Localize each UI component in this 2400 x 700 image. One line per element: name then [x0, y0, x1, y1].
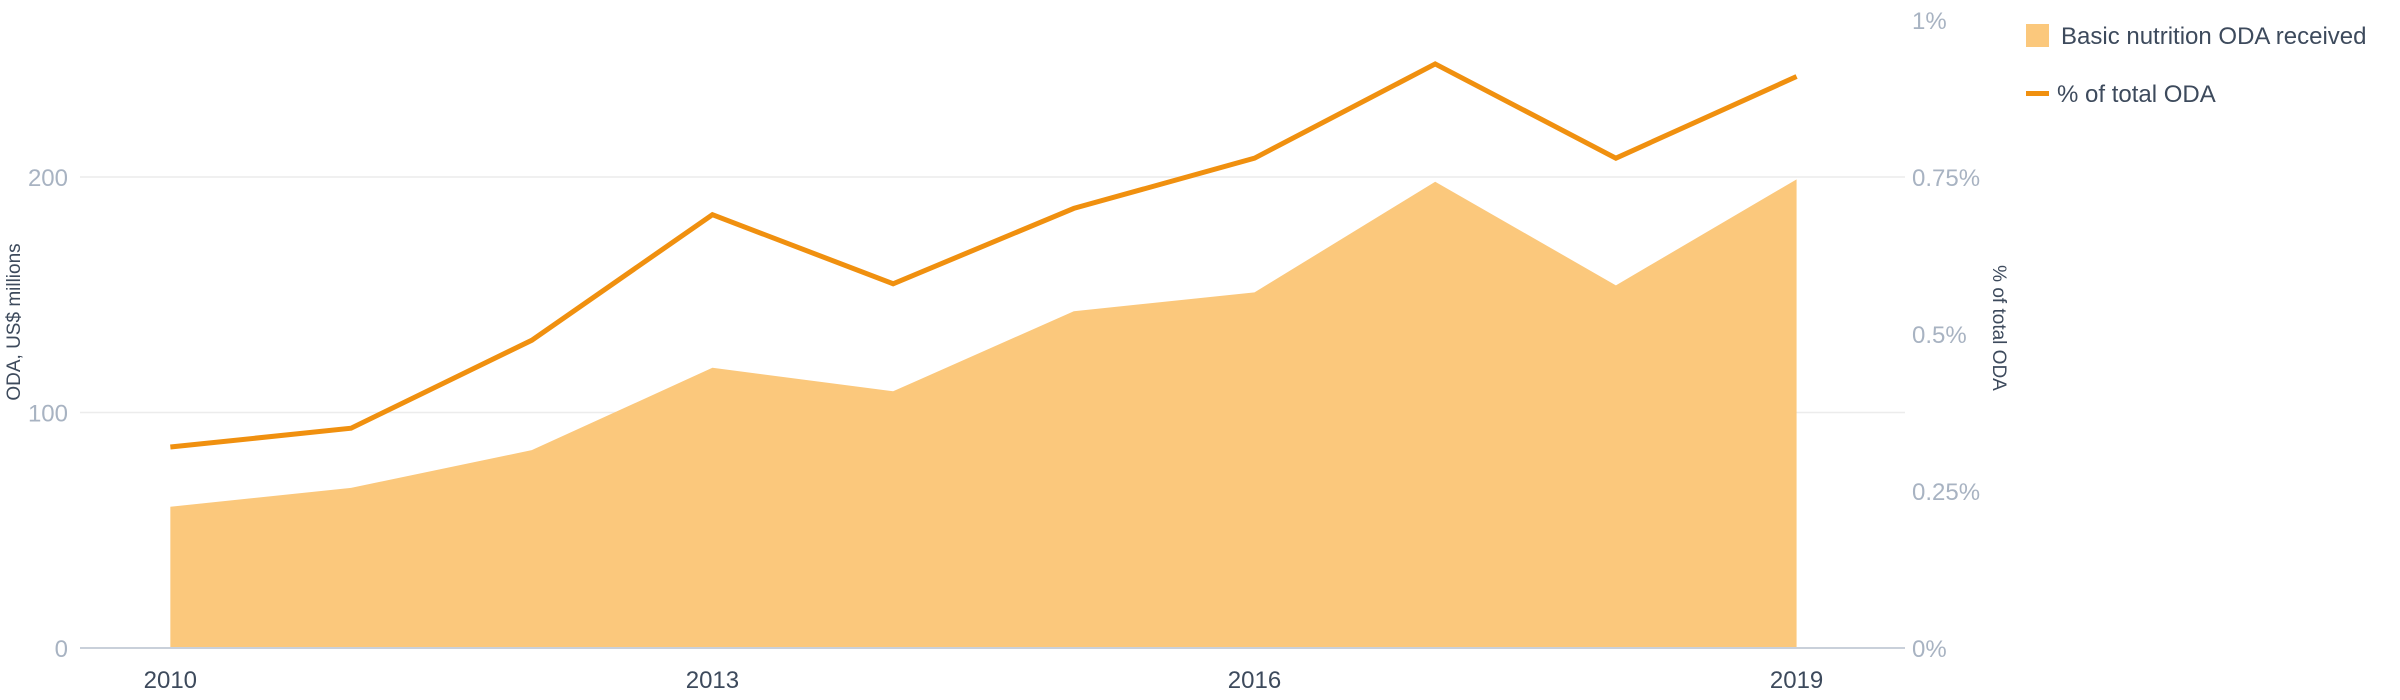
- line-point[interactable]: [1073, 207, 1075, 209]
- y-right-tick-label: 1%: [1912, 8, 1947, 35]
- x-tick-label: 2016: [1228, 667, 1281, 694]
- y-right-tick-label: 0%: [1912, 636, 1947, 663]
- y-right-tick-label: 0.75%: [1912, 165, 1980, 192]
- area-point[interactable]: [892, 390, 894, 392]
- legend-item-area[interactable]: Basic nutrition ODA received: [2026, 23, 2366, 50]
- legend-swatch-line: [2026, 91, 2049, 96]
- y-right-tick-label: 0.25%: [1912, 479, 1980, 506]
- area-point[interactable]: [711, 367, 713, 369]
- line-percent-total-oda: [170, 61, 1798, 450]
- legend: Basic nutrition ODA received % of total …: [2026, 23, 2366, 108]
- area-point[interactable]: [1796, 178, 1798, 180]
- y-left-axis-title: ODA, US$ millions: [4, 243, 25, 400]
- line-point[interactable]: [711, 214, 713, 216]
- x-tick-label: 2013: [686, 667, 739, 694]
- area-basic-nutrition-oda: [170, 179, 1797, 649]
- legend-label-area: Basic nutrition ODA received: [2061, 23, 2366, 50]
- y-left-tick-label: 100: [28, 401, 68, 428]
- y-right-axis-title: % of total ODA: [1988, 265, 2009, 391]
- y-right-tick-label: 0.5%: [1912, 322, 1967, 349]
- area-point[interactable]: [1073, 310, 1075, 312]
- x-tick-label: 2019: [1770, 667, 1823, 694]
- legend-label-line: % of total ODA: [2057, 81, 2216, 108]
- x-tick-label: 2010: [144, 667, 197, 694]
- area-series: [169, 178, 1798, 649]
- legend-item-line[interactable]: % of total ODA: [2026, 81, 2216, 108]
- area-point[interactable]: [531, 449, 533, 451]
- y-left-tick-label: 0: [55, 636, 68, 663]
- line-point[interactable]: [1254, 157, 1256, 159]
- area-point[interactable]: [1254, 291, 1256, 293]
- line-point[interactable]: [1796, 76, 1798, 78]
- area-point[interactable]: [1434, 181, 1436, 183]
- line-point[interactable]: [1434, 63, 1436, 65]
- line-point[interactable]: [169, 446, 171, 448]
- line-series: [169, 61, 1798, 450]
- line-point[interactable]: [892, 283, 894, 285]
- legend-swatch-area: [2026, 24, 2049, 47]
- line-point[interactable]: [350, 427, 352, 429]
- area-point[interactable]: [1615, 284, 1617, 286]
- area-point[interactable]: [350, 487, 352, 489]
- axes: 0 100 200 0% 0.25% 0.5% 0.75% 1% 2010 2013 2016 201…: [28, 8, 1980, 694]
- y-left-tick-label: 200: [28, 165, 68, 192]
- line-point[interactable]: [1615, 157, 1617, 159]
- line-point[interactable]: [531, 339, 533, 341]
- area-point[interactable]: [169, 506, 171, 508]
